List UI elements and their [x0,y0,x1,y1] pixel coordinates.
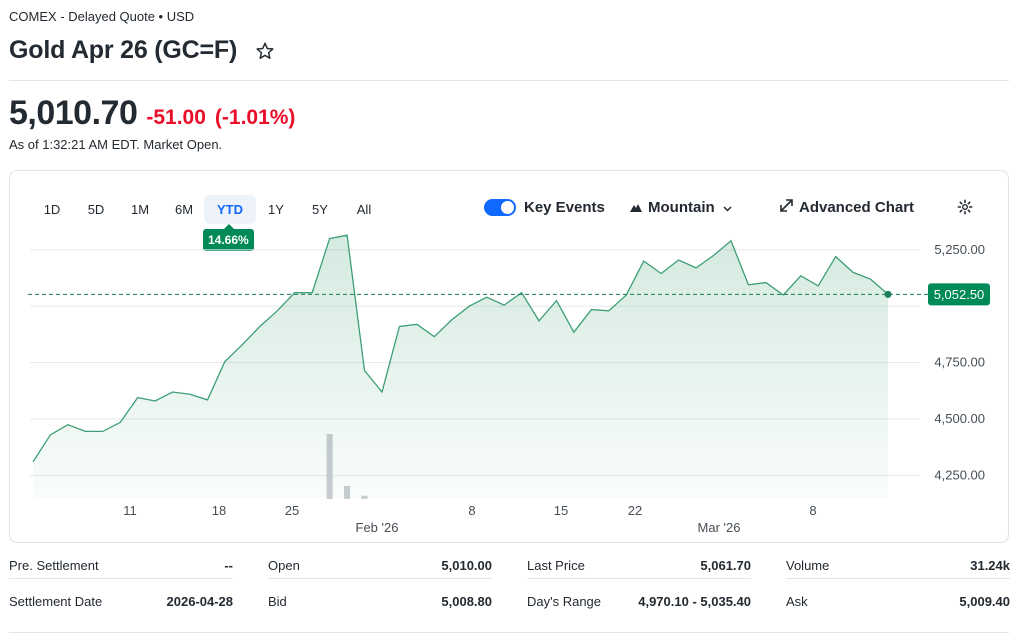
stat-item: Last Price 5,061.70 [527,558,751,576]
range-all-button[interactable]: All [356,202,372,217]
exchange-label: COMEX - Delayed Quote • USD [9,9,195,24]
reference-price-badge: 5,052.50 [928,283,990,306]
range-1y-button[interactable]: 1Y [268,202,284,217]
stat-value: 5,009.40 [959,594,1010,609]
advanced-chart-button[interactable]: Advanced Chart [780,199,914,216]
stat-divider [527,578,751,579]
price-row: 5,010.70 -51.00 (-1.01%) [9,94,295,133]
stats-grid: Pre. Settlement -- Settlement Date 2026-04-… [9,556,1010,618]
y-tick-label: 4,500.00 [934,411,985,426]
x-tick-label: 8 [809,503,816,518]
stat-value: -- [224,558,233,573]
last-point-marker [884,290,892,298]
stat-label: Bid [268,594,287,609]
key-events-label: Key Events [524,199,605,216]
expand-icon [780,199,793,216]
stat-divider [9,578,233,579]
y-tick-label: 4,250.00 [934,467,985,482]
x-tick-label: 22 [628,503,642,518]
y-tick-label: 4,750.00 [934,355,985,370]
y-tick-label: 5,250.00 [934,242,985,257]
page-title: Gold Apr 26 (GC=F) [9,36,238,64]
key-events-toggle[interactable] [484,199,516,216]
gear-icon [957,199,973,219]
stat-label: Settlement Date [9,594,103,609]
range-1d-button[interactable]: 1D [43,202,61,217]
stat-item: Pre. Settlement -- [9,558,233,576]
stat-item: Ask 5,009.40 [786,594,1010,612]
price-change-percent: (-1.01%) [214,106,296,129]
x-tick-label: 11 [123,503,137,518]
chart-type-label: Mountain [648,199,715,216]
mountain-icon [630,199,642,216]
header-divider [9,80,1009,81]
range-1m-button[interactable]: 1M [130,202,150,217]
stat-item: Day's Range 4,970.10 - 5,035.40 [527,594,751,612]
stat-label: Open [268,558,300,573]
stat-label: Pre. Settlement [9,558,99,573]
price-line [32,234,889,463]
range-ytd-button[interactable]: YTD [204,195,256,224]
stat-item: Settlement Date 2026-04-28 [9,594,233,612]
stat-divider [268,578,492,579]
price-change: -51.00 [146,106,206,129]
x-tick-label: 15 [554,503,568,518]
stat-item: Bid 5,008.80 [268,594,492,612]
range-5y-button[interactable]: 5Y [312,202,328,217]
title-row: Gold Apr 26 (GC=F) [9,36,275,65]
stat-label: Ask [786,594,808,609]
x-tick-label: Feb '26 [356,520,399,535]
settings-button[interactable] [957,199,973,219]
price-chart[interactable]: 5,250.00 4,750.00 4,500.00 4,250.00 11 18 25 F… [10,171,1010,544]
range-5d-button[interactable]: 5D [87,202,105,217]
stat-label: Volume [786,558,830,573]
chart-card: 1D 5D 1M 6M YTD 1Y 5Y All 14.66% Key Eve… [9,170,1009,543]
x-tick-label: 25 [285,503,299,518]
bottom-divider [9,632,1009,633]
x-tick-label: Mar '26 [698,520,741,535]
chevron-down-icon [723,199,732,216]
star-icon[interactable] [255,41,275,61]
stat-item: Volume 31.24k [786,558,1010,576]
stat-value: 5,008.80 [441,594,492,609]
stat-value: 4,970.10 - 5,035.40 [638,594,751,609]
stat-divider [786,578,1010,579]
reference-price-label: 5,052.50 [934,287,985,302]
ytd-return-badge: 14.66% [203,224,254,251]
advanced-chart-label: Advanced Chart [799,199,915,216]
stat-item: Open 5,010.00 [268,558,492,576]
range-selector: 1D 5D 1M 6M YTD 1Y 5Y All [30,195,386,224]
stat-value: 5,010.00 [441,558,492,573]
x-tick-label: 18 [212,503,226,518]
price-area [33,235,888,498]
stat-label: Last Price [527,558,585,573]
stat-value: 5,061.70 [700,558,751,573]
chart-type-dropdown[interactable]: Mountain [630,199,732,216]
x-tick-label: 8 [468,503,475,518]
as-of-timestamp: As of 1:32:21 AM EDT. Market Open. [9,137,223,152]
key-events-control[interactable]: Key Events [484,199,605,216]
price-value: 5,010.70 [9,94,138,132]
stat-label: Day's Range [527,594,602,609]
stat-value: 2026-04-28 [166,594,234,609]
stat-value: 31.24k [970,558,1010,573]
range-6m-button[interactable]: 6M [174,202,194,217]
